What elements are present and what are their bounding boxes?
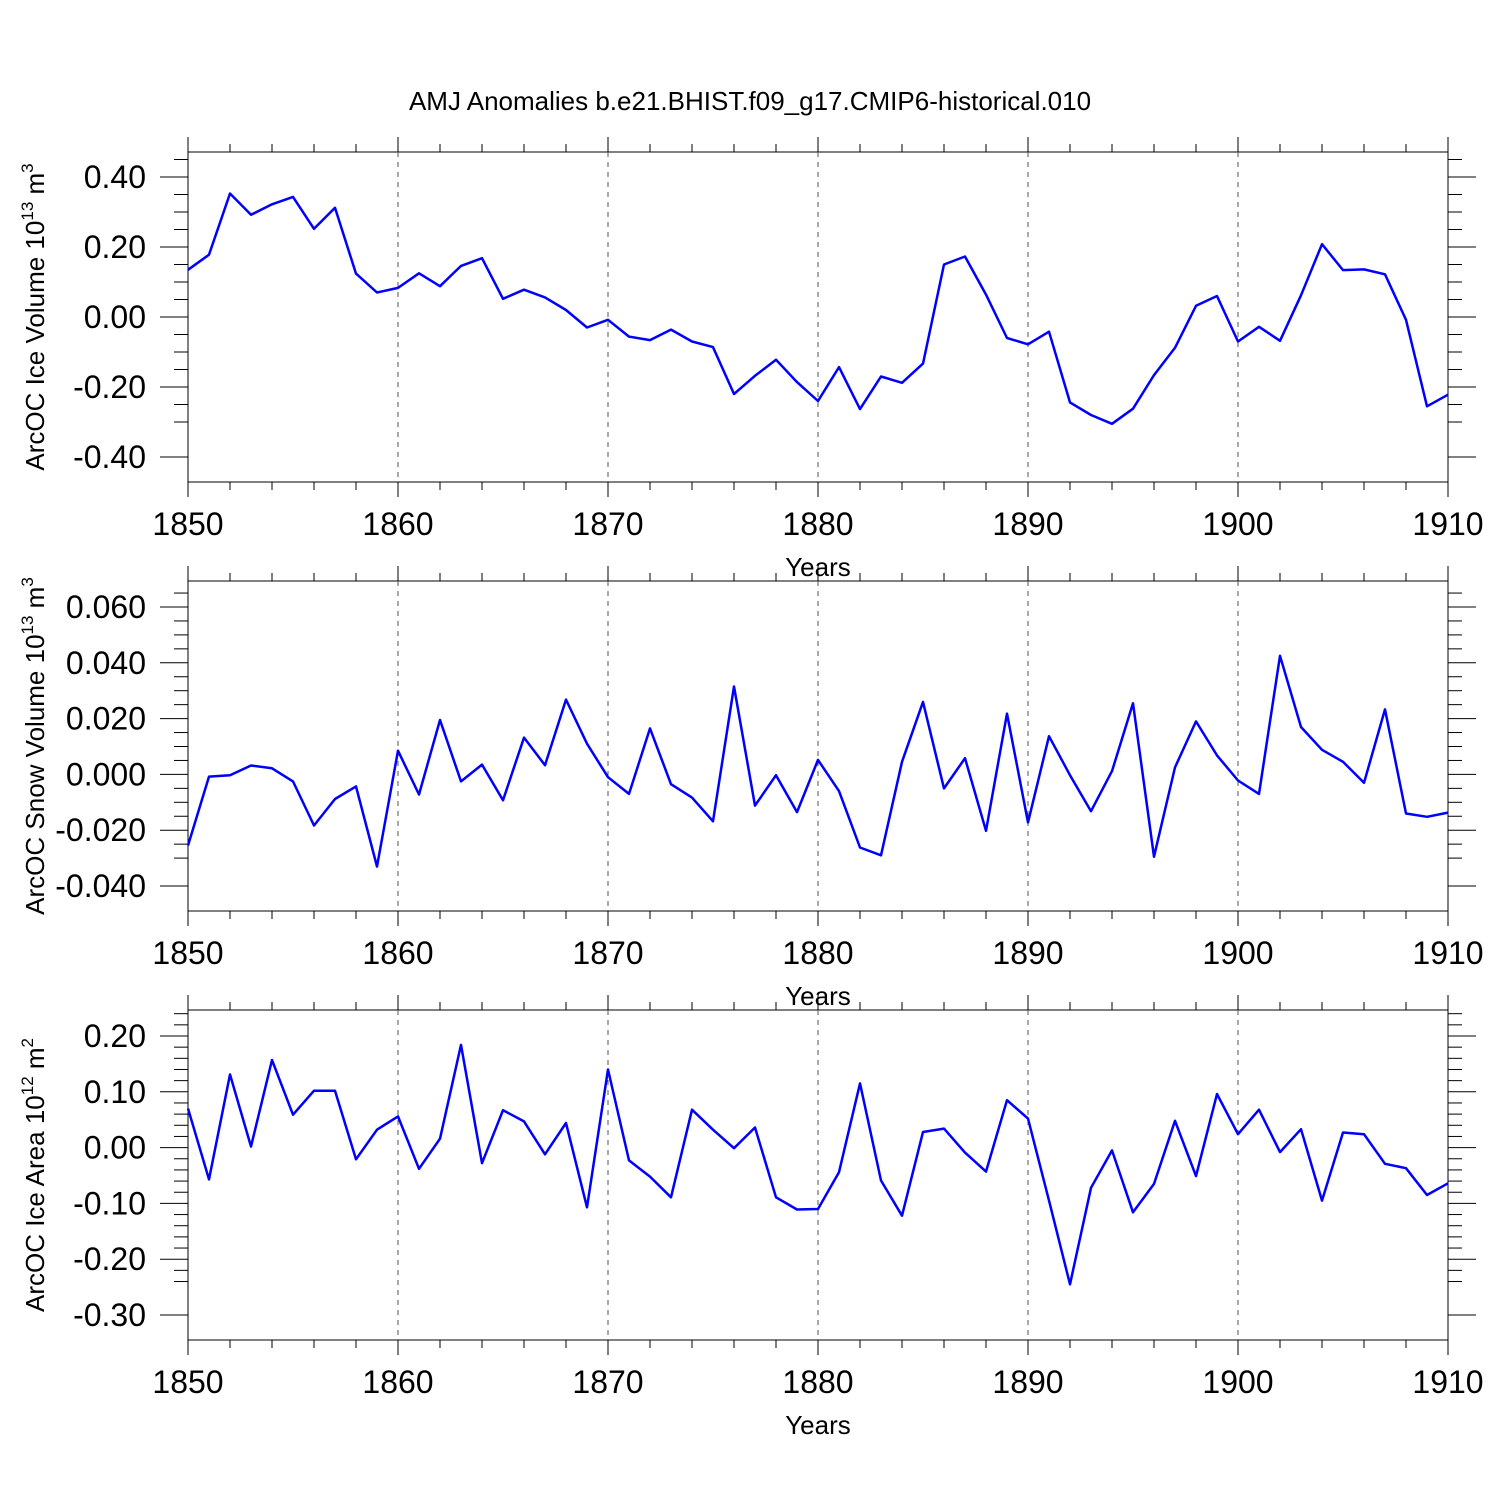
- ice-area-ytick-label: 0.10: [84, 1074, 146, 1110]
- ice-volume-series-line: [187, 192, 1449, 426]
- chart-title: AMJ Anomalies b.e21.BHIST.f09_g17.CMIP6-…: [409, 86, 1091, 116]
- ice-volume-xtick-label: 1860: [362, 506, 433, 542]
- ice-area-ytick-label: -0.20: [73, 1241, 146, 1277]
- ice-volume-ytick-label: 0.00: [84, 299, 146, 335]
- ice-area-xtick-label: 1860: [362, 1364, 433, 1400]
- snow-volume-ytick-label: 0.020: [66, 701, 146, 737]
- ice-area-ytick-label: 0.20: [84, 1018, 146, 1054]
- ice-volume-ylabel: ArcOC Ice Volume 1013 m3: [18, 163, 50, 470]
- snow-volume-ytick-label: 0.060: [66, 589, 146, 625]
- ice-area-ytick-label: -0.10: [73, 1185, 146, 1221]
- ice-volume-xtick-label: 1890: [992, 506, 1063, 542]
- snow-volume-series-line: [186, 654, 1449, 868]
- ice-volume-ytick-label: -0.20: [73, 369, 146, 405]
- ice-volume-ytick-label: 0.20: [84, 229, 146, 265]
- ice-area-xtick-label: 1870: [572, 1364, 643, 1400]
- snow-volume-xtick-label: 1890: [992, 935, 1063, 971]
- ice-area-xtick-label: 1850: [152, 1364, 223, 1400]
- panels: 1850 1860 1870 1880 1890 1900 1910 -0.40 -0.20 0.…: [18, 137, 1484, 1440]
- ice-area-xtick-label: 1890: [992, 1364, 1063, 1400]
- ice-area-ytick-label: 0.00: [84, 1130, 146, 1166]
- ice-volume-xtick-label: 1900: [1202, 506, 1273, 542]
- snow-volume-xtick-label: 1880: [782, 935, 853, 971]
- ice-area-panel: 1850 1860 1870 1880 1890 1900 1910 -0.30 -0.20 -0…: [18, 995, 1484, 1440]
- snow-volume-ytick-label: 0.040: [66, 645, 146, 681]
- ice-area-ylabel: ArcOC Ice Area 1012 m2: [18, 1038, 50, 1312]
- snow-volume-panel: 1850 1860 1870 1880 1890 1900 1910 -0.040 -0.020…: [18, 566, 1484, 1011]
- snow-volume-ytick-label: -0.020: [55, 812, 146, 848]
- snow-volume-ylabel: ArcOC Snow Volume 1013 m3: [18, 577, 50, 915]
- ice-area-series-line: [186, 1043, 1449, 1286]
- ice-area-ytick-label: -0.30: [73, 1297, 146, 1333]
- snow-volume-ytick-label: 0.000: [66, 756, 146, 792]
- ice-volume-ytick-label: -0.40: [73, 439, 146, 475]
- ice-volume-xtick-label: 1910: [1412, 506, 1483, 542]
- ice-area-xtick-label: 1900: [1202, 1364, 1273, 1400]
- ice-area-xtick-label: 1910: [1412, 1364, 1483, 1400]
- ice-area-xlabel: Years: [785, 1410, 851, 1440]
- ice-volume-panel: 1850 1860 1870 1880 1890 1900 1910 -0.40 -0.20 0.…: [18, 137, 1484, 582]
- snow-volume-xtick-label: 1860: [362, 935, 433, 971]
- snow-volume-ytick-label: -0.040: [55, 868, 146, 904]
- snow-volume-xtick-label: 1850: [152, 935, 223, 971]
- snow-volume-xtick-label: 1900: [1202, 935, 1273, 971]
- ice-area-xtick-label: 1880: [782, 1364, 853, 1400]
- snow-volume-xtick-label: 1910: [1412, 935, 1483, 971]
- snow-volume-xtick-label: 1870: [572, 935, 643, 971]
- ice-volume-xtick-label: 1850: [152, 506, 223, 542]
- ice-volume-ytick-label: 0.40: [84, 159, 146, 195]
- ice-volume-xtick-label: 1880: [782, 506, 853, 542]
- ice-volume-xtick-label: 1870: [572, 506, 643, 542]
